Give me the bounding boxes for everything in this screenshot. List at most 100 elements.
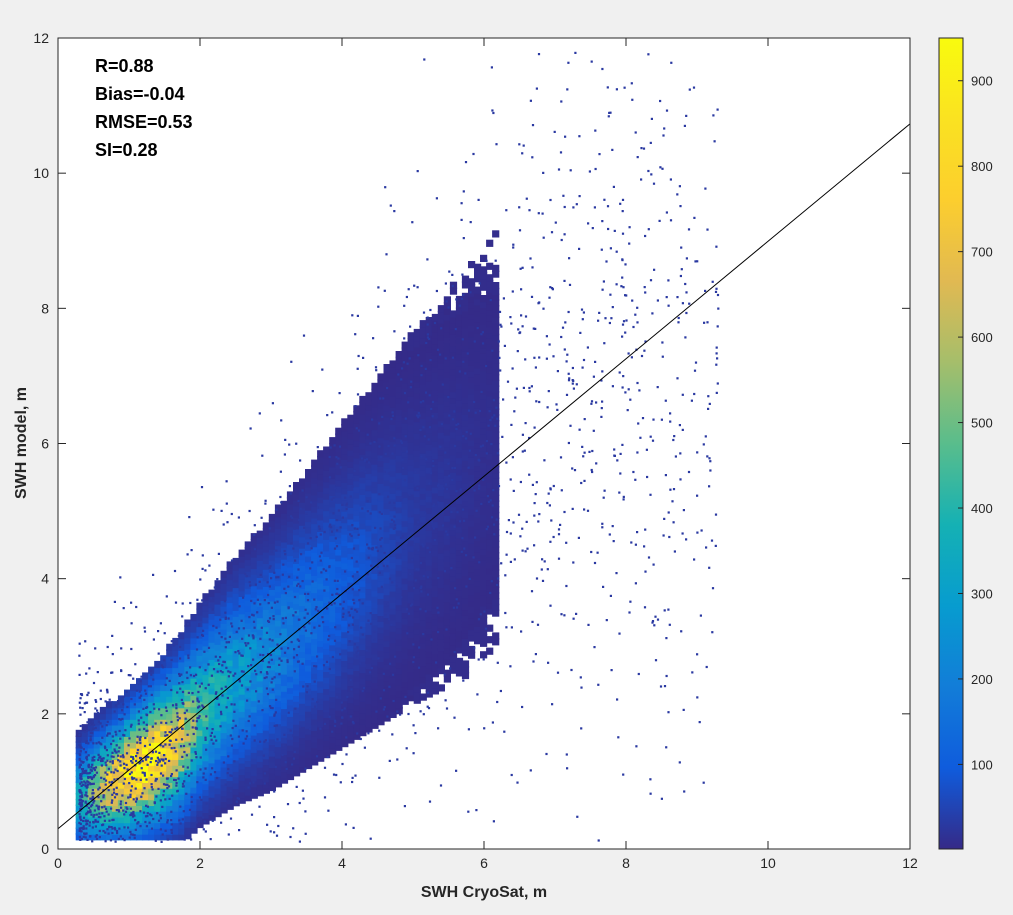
- scatter-point: [354, 405, 357, 408]
- density-bin: [474, 349, 482, 357]
- density-bin: [323, 745, 331, 753]
- density-bin: [305, 537, 313, 546]
- scatter-point: [221, 664, 224, 667]
- scatter-point: [669, 178, 672, 181]
- density-bin: [311, 494, 319, 502]
- density-bin: [407, 429, 415, 437]
- scatter-point: [168, 731, 171, 734]
- density-bin: [395, 615, 403, 623]
- density-bin: [305, 698, 313, 706]
- density-bin: [286, 629, 295, 637]
- density-bin: [486, 320, 494, 328]
- density-bin: [256, 576, 264, 584]
- density-bin: [268, 714, 276, 723]
- density-bin: [407, 636, 415, 644]
- scatter-point: [269, 653, 273, 657]
- density-bin: [299, 547, 307, 555]
- density-bin: [184, 659, 192, 667]
- density-bin: [425, 431, 433, 440]
- density-bin: [480, 312, 488, 320]
- scatter-point: [485, 452, 488, 455]
- scatter-point: [94, 707, 97, 710]
- density-bin: [280, 518, 289, 526]
- scatter-point: [250, 664, 253, 667]
- scatter-point: [213, 735, 216, 738]
- density-bin: [353, 508, 361, 516]
- scatter-point: [497, 485, 501, 488]
- density-bin: [286, 767, 295, 775]
- density-bin: [87, 827, 95, 835]
- density-bin: [256, 662, 264, 670]
- scatter-point: [294, 707, 297, 710]
- density-bin: [443, 388, 451, 396]
- density-bin: [359, 453, 367, 461]
- density-bin: [293, 729, 301, 737]
- density-bin: [377, 540, 385, 548]
- density-bin: [383, 582, 391, 590]
- density-bin: [299, 696, 307, 704]
- scatter-point: [413, 284, 416, 287]
- density-bin: [268, 571, 276, 579]
- scatter-point: [714, 290, 718, 293]
- density-bin: [329, 563, 337, 571]
- density-bin: [202, 673, 210, 681]
- scatter-point: [615, 88, 618, 91]
- density-bin: [75, 752, 83, 760]
- scatter-point: [127, 674, 130, 677]
- scatter-point: [78, 802, 81, 805]
- density-bin: [359, 510, 367, 518]
- scatter-point: [161, 833, 164, 836]
- density-bin: [419, 567, 427, 575]
- density-bin: [425, 420, 433, 428]
- scatter-point: [81, 761, 84, 764]
- density-bin: [117, 775, 126, 783]
- scatter-point: [88, 782, 91, 785]
- density-bin: [365, 627, 373, 635]
- scatter-point: [203, 650, 206, 653]
- scatter-point: [306, 685, 309, 688]
- scatter-point: [153, 802, 156, 805]
- density-bin: [154, 672, 162, 680]
- density-bin: [419, 521, 427, 529]
- density-bin: [299, 495, 307, 503]
- scatter-point: [235, 800, 238, 803]
- density-bin: [238, 750, 246, 758]
- density-bin: [329, 724, 337, 732]
- density-bin: [99, 706, 107, 715]
- density-bin: [425, 569, 433, 577]
- scatter-point: [253, 724, 256, 727]
- density-bin: [130, 735, 138, 743]
- density-bin: [359, 700, 367, 708]
- density-bin: [341, 527, 349, 535]
- density-bin: [335, 640, 343, 648]
- density-bin: [323, 458, 331, 466]
- scatter-point: [101, 824, 104, 827]
- scatter-point: [659, 166, 662, 169]
- density-bin: [389, 699, 397, 707]
- density-bin: [443, 434, 451, 442]
- density-bin: [317, 657, 325, 665]
- scatter-point: [400, 499, 403, 502]
- scatter-point: [587, 623, 590, 626]
- scatter-point: [362, 356, 365, 359]
- density-bin: [461, 666, 470, 674]
- scatter-point: [163, 754, 166, 757]
- density-bin: [395, 500, 403, 508]
- density-bin: [166, 787, 174, 795]
- scatter-point: [143, 626, 146, 629]
- density-bin: [124, 689, 132, 697]
- scatter-point: [84, 751, 87, 754]
- density-bin: [172, 678, 180, 686]
- density-bin: [99, 735, 107, 743]
- scatter-point: [94, 835, 97, 838]
- density-bin: [371, 514, 379, 523]
- scatter-point: [170, 640, 173, 643]
- density-bin: [262, 574, 270, 582]
- density-bin: [124, 764, 132, 772]
- density-bin: [311, 545, 319, 553]
- density-bin: [389, 463, 397, 471]
- scatter-point: [345, 507, 348, 511]
- density-bin: [431, 652, 439, 661]
- density-bin: [431, 428, 439, 436]
- density-bin: [437, 488, 445, 497]
